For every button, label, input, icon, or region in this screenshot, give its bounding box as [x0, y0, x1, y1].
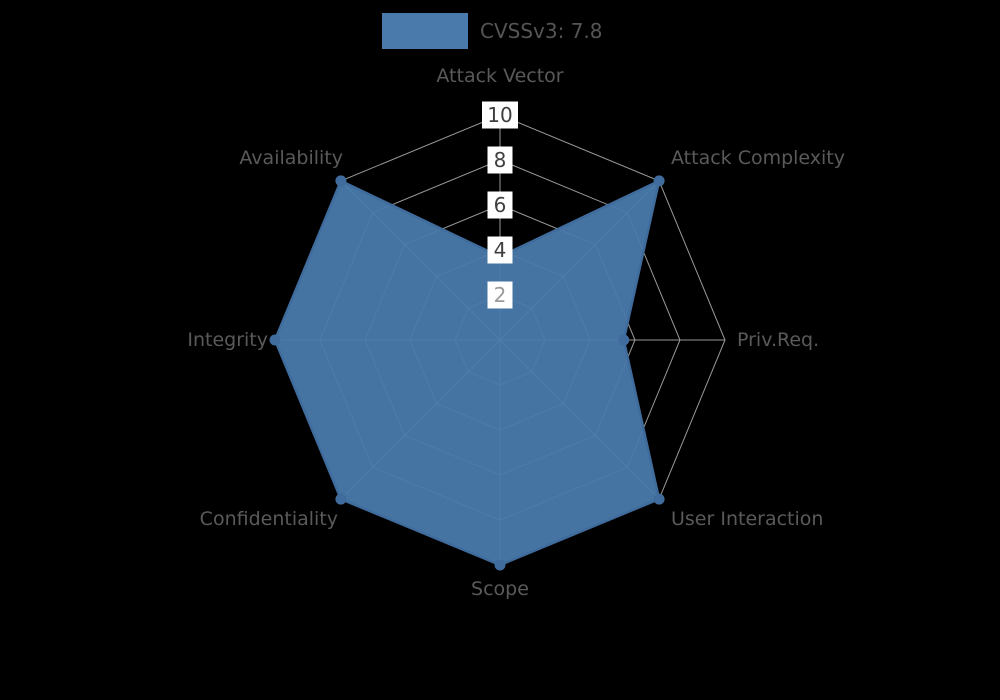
radar-vertex-dot — [494, 559, 506, 571]
legend-label: CVSSv3: 7.8 — [480, 19, 603, 43]
axis-label-integrity: Integrity — [187, 329, 268, 351]
axis-label-availability: Availability — [239, 147, 343, 169]
axis-label-attack-complexity: Attack Complexity — [671, 147, 846, 169]
tick-label-bg — [487, 236, 513, 264]
axis-label-scope: Scope — [471, 578, 529, 600]
radar-vertex-dot — [269, 334, 281, 346]
radar-vertex-dot — [335, 493, 347, 505]
radar-vertex-dot — [653, 175, 665, 187]
radar-vertex-dot — [653, 493, 665, 505]
tick-label-bg — [487, 191, 513, 219]
tick-label: 6 — [494, 193, 507, 217]
axis-label-user-interaction: User Interaction — [671, 508, 824, 530]
tick-label: 8 — [494, 148, 507, 172]
axis-label-priv-req: Priv.Req. — [737, 329, 820, 351]
tick-label-bg — [487, 281, 513, 309]
radar-vertex-dot — [618, 334, 630, 346]
tick-label: 4 — [494, 238, 507, 262]
tick-label-bg — [482, 101, 518, 129]
tick-label: 2 — [494, 283, 507, 307]
axis-label-confidentiality: Confidentiality — [199, 508, 338, 530]
legend: CVSSv3: 7.8 — [0, 0, 1000, 60]
tick-label: 10 — [487, 103, 512, 127]
tick-label-bg — [487, 146, 513, 174]
axis-label-attack-vector: Attack Vector — [436, 65, 564, 87]
legend-swatch — [382, 13, 468, 49]
radar-vertex-dot — [335, 175, 347, 187]
